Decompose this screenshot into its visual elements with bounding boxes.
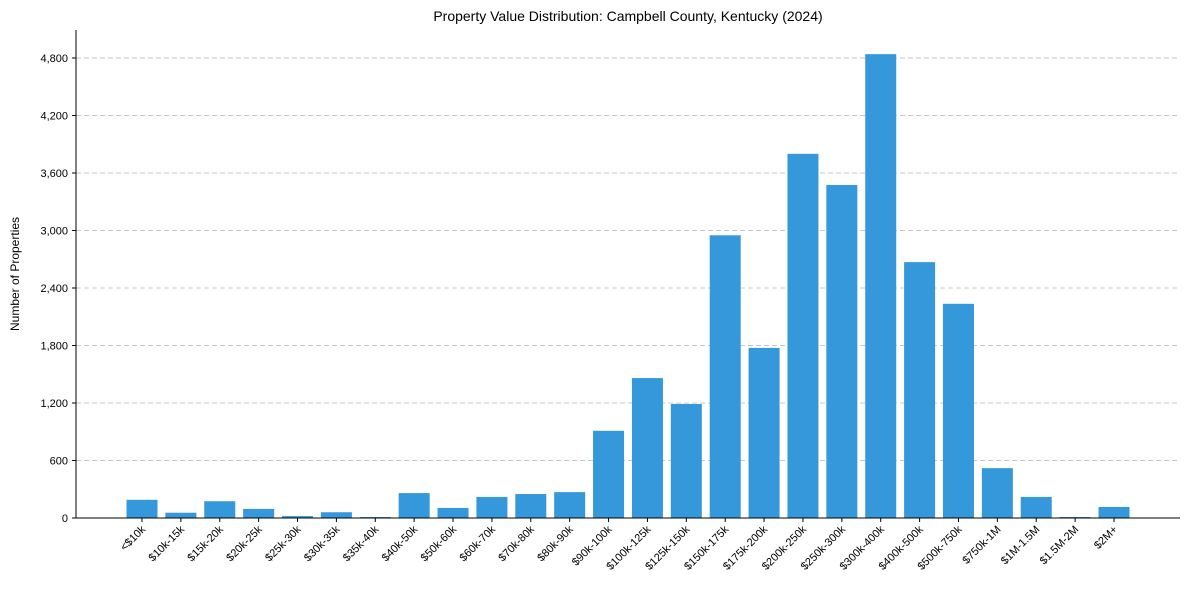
bar — [320, 512, 352, 518]
x-tick-label: $40k-50k — [380, 523, 421, 564]
bar — [865, 54, 897, 519]
x-tick-label: $80k-90k — [535, 523, 576, 564]
bar — [826, 184, 858, 518]
bar — [1020, 496, 1052, 518]
x-tick-label: $15k-20k — [185, 523, 226, 564]
bar — [398, 493, 430, 518]
y-tick-label: 4,800 — [40, 53, 68, 65]
bar — [282, 516, 314, 518]
bar — [670, 403, 702, 518]
x-tick-label: $70k-80k — [496, 523, 537, 564]
x-tick-label: $50k-60k — [419, 523, 460, 564]
bar — [165, 512, 197, 518]
y-tick-label: 1,200 — [40, 398, 68, 410]
bar — [709, 235, 741, 518]
y-axis-label: Number of Properties — [8, 217, 22, 331]
bar — [1098, 506, 1130, 518]
y-axis-ticks: 0 600 1,200 1,800 2,400 3,000 3,600 4,200 4,800 — [40, 53, 76, 525]
x-tick-label: $1.5M-2M — [1038, 524, 1082, 568]
bars — [126, 54, 1130, 519]
x-tick-label: $1M-1.5M — [999, 524, 1043, 568]
y-tick-label: 3,600 — [40, 168, 68, 180]
bar — [942, 303, 974, 518]
bar — [981, 468, 1013, 518]
x-tick-label: <$10k — [118, 523, 148, 553]
x-tick-label: $10k-15k — [147, 523, 188, 564]
x-axis-ticks: <$10k$10k-15k$15k-20k$20k-25k$25k-30k$30… — [118, 518, 1120, 573]
bar — [593, 430, 625, 518]
bar — [437, 507, 469, 518]
bar — [515, 494, 547, 518]
x-tick-label: $20k-25k — [224, 523, 265, 564]
bar — [126, 499, 158, 518]
x-tick-label: $750k-1M — [960, 524, 1003, 567]
y-tick-label: 2,400 — [40, 283, 68, 295]
y-tick-label: 4,200 — [40, 111, 68, 123]
y-tick-label: 1,800 — [40, 341, 68, 353]
y-tick-label: 600 — [50, 456, 68, 468]
x-tick-label: $30k-35k — [302, 523, 343, 564]
y-tick-label: 3,000 — [40, 226, 68, 238]
bar — [631, 378, 663, 518]
bar — [476, 496, 508, 518]
x-tick-label: $35k-40k — [341, 523, 382, 564]
y-tick-label: 0 — [62, 513, 68, 525]
x-tick-label: $60k-70k — [458, 523, 499, 564]
gridlines — [76, 57, 1180, 461]
bar — [787, 153, 819, 519]
bar — [554, 492, 586, 518]
bar — [904, 262, 936, 518]
x-tick-label: $2M+ — [1092, 524, 1120, 552]
bar — [748, 347, 780, 518]
bar — [204, 501, 236, 518]
x-tick-label: $25k-30k — [263, 523, 304, 564]
chart-title: Property Value Distribution: Campbell Co… — [433, 8, 822, 24]
bar — [243, 508, 275, 518]
